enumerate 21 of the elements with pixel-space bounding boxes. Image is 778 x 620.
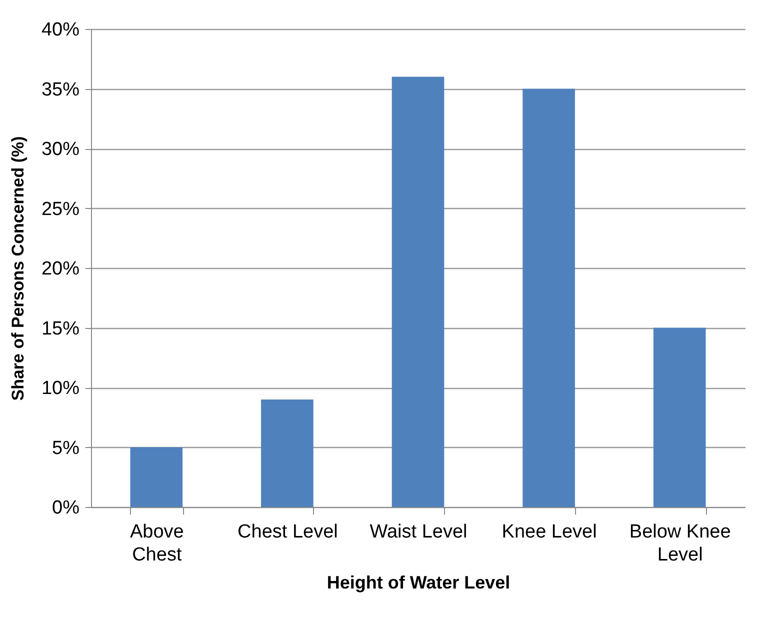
x-tick-label: Below Knee Level	[629, 522, 731, 566]
y-tick-label: 30%	[41, 139, 80, 160]
y-tick-label: 35%	[41, 79, 80, 100]
y-tick-label: 15%	[41, 318, 80, 340]
x-tick-label: Above Chest	[130, 522, 184, 566]
y-axis-title: Share of Persons Concerned (%)	[8, 136, 28, 401]
x-tick-label: Knee Level	[502, 522, 597, 542]
bar	[130, 447, 183, 507]
bar	[261, 399, 314, 507]
y-tick-label: 25%	[41, 198, 80, 220]
y-tick-label: 0%	[52, 498, 80, 518]
x-tick-label: Waist Level	[370, 522, 468, 542]
bar	[392, 76, 444, 507]
y-tick-label: 5%	[52, 438, 80, 459]
bar	[522, 88, 575, 507]
bar	[653, 328, 706, 507]
y-tick-label: 10%	[41, 378, 80, 399]
y-tick-label: 20%	[41, 258, 80, 280]
y-tick-label: 40%	[41, 20, 80, 40]
x-axis-title: Height of Water Level	[326, 572, 510, 592]
x-tick-label: Chest Level	[238, 522, 338, 542]
